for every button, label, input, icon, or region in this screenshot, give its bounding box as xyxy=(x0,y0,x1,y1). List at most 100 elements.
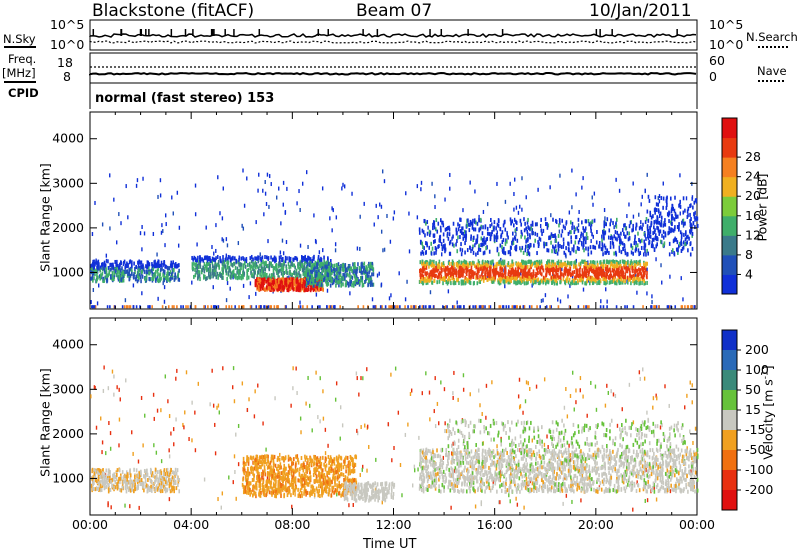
scatter-point xyxy=(536,259,539,264)
scatter-point xyxy=(437,262,440,267)
scatter-point xyxy=(323,259,325,264)
scatter-point xyxy=(160,263,162,268)
scatter-point xyxy=(527,277,529,282)
scatter-point xyxy=(637,277,640,282)
scatter-point xyxy=(603,243,606,248)
scatter-point xyxy=(526,280,529,285)
scatter-point xyxy=(132,283,135,288)
scatter-point xyxy=(469,275,471,280)
scatter-point xyxy=(530,226,533,231)
scatter-point xyxy=(520,222,523,227)
scatter-point xyxy=(465,237,467,242)
scatter-point xyxy=(434,376,436,381)
scatter-point xyxy=(219,273,221,278)
scatter-point xyxy=(121,305,124,309)
scatter-point xyxy=(305,170,308,175)
scatter-point xyxy=(544,281,547,286)
scatter-point xyxy=(388,296,391,301)
scatter-point xyxy=(380,229,383,234)
scatter-point xyxy=(575,192,577,197)
scatter-point xyxy=(289,258,291,263)
scatter-point xyxy=(639,262,642,267)
station-title: Blackstone (fitACF) xyxy=(92,1,255,21)
scatter-point xyxy=(113,197,115,202)
scatter-point xyxy=(453,281,455,286)
scatter-point xyxy=(520,281,522,286)
scatter-point xyxy=(324,272,326,277)
scatter-point xyxy=(113,268,115,273)
scatter-point xyxy=(197,269,200,274)
scatter-point xyxy=(259,263,261,268)
scatter-point xyxy=(642,222,644,227)
scatter-point xyxy=(591,281,594,286)
scatter-point xyxy=(225,305,228,309)
scatter-point xyxy=(108,271,110,276)
scatter-point xyxy=(501,247,504,252)
scatter-point xyxy=(653,225,655,230)
scatter-point xyxy=(578,262,580,267)
scatter-point xyxy=(451,265,454,270)
scatter-point xyxy=(584,281,586,286)
scatter-point xyxy=(139,275,142,280)
scatter-point xyxy=(272,287,275,292)
scatter-point xyxy=(92,259,94,264)
scatter-point xyxy=(122,271,125,276)
scatter-point xyxy=(460,217,462,222)
scatter-point xyxy=(456,300,458,305)
scatter-point xyxy=(552,244,554,249)
scatter-point xyxy=(310,270,312,275)
scatter-point xyxy=(693,305,696,309)
scatter-point xyxy=(689,223,692,228)
scatter-point xyxy=(201,267,204,272)
scatter-point xyxy=(462,236,465,241)
scatter-point xyxy=(605,274,608,279)
scatter-point xyxy=(362,268,365,273)
scatter-point xyxy=(318,250,321,255)
scatter-point xyxy=(648,241,650,246)
scatter-point xyxy=(257,277,260,282)
scatter-point xyxy=(269,305,272,309)
scatter-point xyxy=(375,305,377,309)
scatter-point xyxy=(253,274,255,279)
scatter-point xyxy=(682,240,685,245)
scatter-point xyxy=(482,237,485,242)
scatter-point xyxy=(545,305,548,309)
scatter-point xyxy=(687,213,689,218)
scatter-point xyxy=(268,204,270,209)
scatter-point xyxy=(501,230,504,235)
scatter-point xyxy=(453,305,456,309)
scatter-point xyxy=(256,264,259,269)
scatter-point xyxy=(457,278,460,283)
scatter-point xyxy=(639,259,641,264)
scatter-point xyxy=(514,236,517,241)
scatter-point xyxy=(213,251,215,256)
scatter-point xyxy=(187,305,189,309)
scatter-point xyxy=(155,264,157,269)
scatter-point xyxy=(521,232,523,237)
scatter-point xyxy=(201,257,204,262)
scatter-point xyxy=(217,259,220,264)
scatter-point xyxy=(266,172,269,177)
scatter-point xyxy=(159,272,162,277)
scatter-point xyxy=(389,239,392,244)
scatter-point xyxy=(481,231,484,236)
scatter-point xyxy=(270,305,273,309)
scatter-point xyxy=(287,288,290,293)
scatter-point xyxy=(492,273,495,278)
scatter-point xyxy=(674,305,677,309)
scatter-point xyxy=(568,264,571,269)
scatter-point xyxy=(448,261,451,266)
scatter-point xyxy=(612,220,614,225)
scatter-point xyxy=(258,285,261,290)
scatter-point xyxy=(657,208,660,213)
scatter-point xyxy=(646,172,648,177)
scatter-point xyxy=(527,269,530,274)
scatter-point xyxy=(546,248,548,253)
scatter-point xyxy=(272,277,274,282)
scatter-point xyxy=(193,274,195,279)
scatter-point xyxy=(334,242,337,247)
scatter-point xyxy=(283,287,285,292)
scatter-point xyxy=(222,265,225,270)
scatter-point xyxy=(436,280,438,285)
scatter-point xyxy=(352,283,355,288)
